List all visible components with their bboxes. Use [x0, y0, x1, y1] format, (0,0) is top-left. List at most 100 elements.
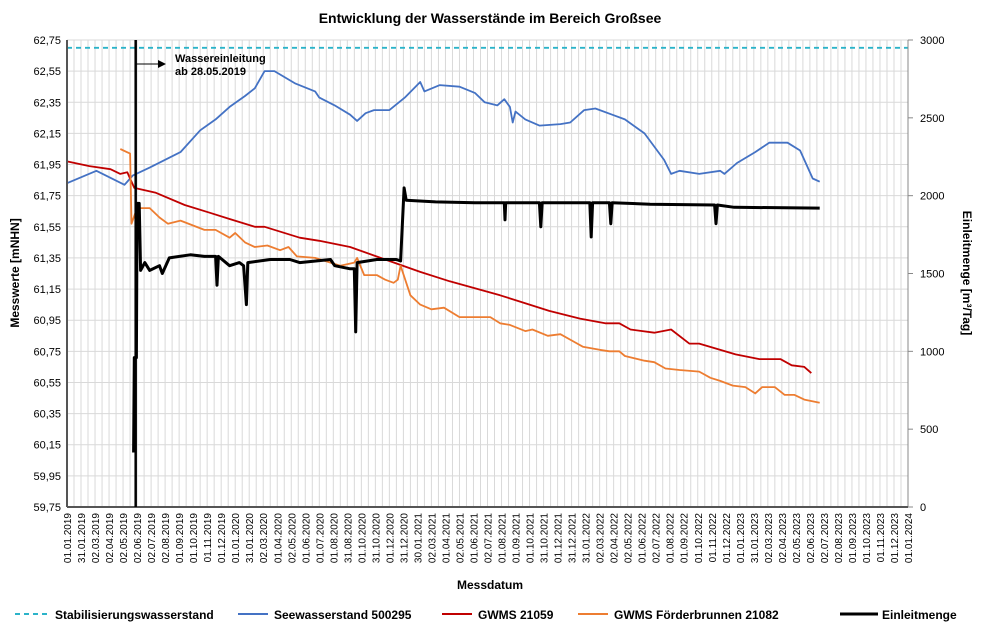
x-tick-label: 02.05.2020 [287, 513, 298, 563]
x-tick-label: 02.07.2021 [484, 513, 495, 563]
x-tick-label: 01.07.2020 [315, 513, 326, 563]
x-tick-label: 01.06.2021 [469, 513, 480, 563]
y-tick-label: 62,55 [33, 66, 61, 78]
x-tick-label: 02.04.2019 [105, 513, 116, 563]
x-tick-label: 02.06.2023 [806, 513, 817, 563]
x-tick-label: 02.04.2022 [610, 513, 621, 563]
x-tick-label: 01.12.2022 [722, 513, 733, 563]
series-layer [66, 46, 908, 453]
y2-tick-label: 3000 [920, 35, 944, 47]
x-tick-label: 01.09.2019 [175, 513, 186, 563]
x-tick-label: 02.07.2022 [652, 513, 663, 563]
y-tick-label: 62,15 [33, 128, 61, 140]
x-tick-label: 01.11.2019 [203, 513, 214, 563]
annotation-arrowhead [158, 60, 166, 68]
axes: 59,75 59,95 60,15 60,35 60,55 60,75 60,95 61,15… [33, 35, 944, 563]
series-line-4 [132, 186, 820, 453]
y2-axis-label: Einleitmenge [m³/Tag] [960, 211, 974, 335]
y-tick-label: 62,35 [33, 97, 61, 109]
legend-label-2: GWMS 21059 [478, 608, 554, 622]
x-tick-label: 02.05.2021 [455, 513, 466, 563]
y2-tick-label: 0 [920, 502, 926, 514]
x-tick-label: 01.12.2023 [890, 513, 901, 563]
x-tick-label: 01.10.2019 [189, 513, 200, 563]
x-axis-label: Messdatum [457, 578, 523, 592]
x-tick-label: 02.07.2019 [147, 513, 158, 563]
x-tick-label: 31.01.2023 [750, 513, 761, 563]
x-tick-label: 02.03.2022 [596, 513, 607, 563]
y-axis-label: Messwerte [mNHN] [8, 218, 22, 327]
x-tick-label: 31.10.2021 [540, 513, 551, 563]
legend-label-1: Seewasserstand 500295 [274, 608, 412, 622]
x-tick-label: 31.10.2020 [371, 513, 382, 563]
x-tick-label: 01.10.2021 [526, 513, 537, 563]
x-tick-label: 01.09.2022 [680, 513, 691, 563]
x-tick-label: 01.04.2021 [441, 513, 452, 563]
annotation: Wassereinleitung ab 28.05.2019 [134, 40, 266, 507]
y-tick-label: 61,15 [33, 284, 61, 296]
y2-tick-label: 2000 [920, 191, 944, 203]
y-tick-label: 61,95 [33, 160, 61, 172]
x-tick-label: 01.11.2022 [708, 513, 719, 563]
y-tick-label: 61,35 [33, 253, 61, 265]
x-tick-label: 31.01.2020 [245, 513, 256, 563]
series-line-2 [66, 160, 812, 374]
x-tick-label: 01.08.2022 [666, 513, 677, 563]
y2-tick-label: 1000 [920, 346, 944, 358]
y-tick-label: 59,95 [33, 471, 61, 483]
x-tick-label: 02.03.2020 [259, 513, 270, 563]
y-tick-label: 59,75 [33, 502, 61, 514]
legend-label-3: GWMS Förderbrunnen 21082 [614, 608, 779, 622]
x-tick-label: 01.10.2020 [357, 513, 368, 563]
x-tick-label: 01.04.2020 [273, 513, 284, 563]
series-line-1 [66, 70, 821, 186]
x-tick-label: 01.01.2020 [231, 513, 242, 563]
x-tick-label: 01.01.2023 [736, 513, 747, 563]
x-tick-label: 01.12.2020 [385, 513, 396, 563]
x-tick-label: 01.11.2023 [876, 513, 887, 563]
y-tick-label: 60,15 [33, 440, 61, 452]
x-tick-label: 01.06.2022 [638, 513, 649, 563]
x-tick-label: 01.08.2020 [329, 513, 340, 563]
y-tick-label: 61,75 [33, 191, 61, 203]
legend: Stabilisierungswasserstand Seewasserstand… [15, 608, 957, 622]
x-tick-label: 02.08.2023 [834, 513, 845, 563]
legend-label-0: Stabilisierungswasserstand [55, 608, 214, 622]
x-tick-label: 01.10.2023 [862, 513, 873, 563]
y-tick-label: 60,55 [33, 377, 61, 389]
y-tick-label: 60,95 [33, 315, 61, 327]
x-tick-label: 01.09.2021 [512, 513, 523, 563]
y-tick-label: 62,75 [33, 35, 61, 47]
y2-tick-label: 500 [920, 424, 938, 436]
x-tick-label: 31.12.2021 [568, 513, 579, 563]
x-tick-label: 30.01.2021 [413, 513, 424, 563]
x-tick-label: 02.06.2019 [133, 513, 144, 563]
x-tick-label: 31.01.2022 [582, 513, 593, 563]
y-tick-label: 60,35 [33, 409, 61, 421]
x-tick-label: 31.01.2019 [77, 513, 88, 563]
annotation-line-1: Wassereinleitung [175, 53, 266, 65]
grid [66, 39, 909, 508]
x-tick-label: 01.12.2021 [554, 513, 565, 563]
series-line-3 [119, 148, 820, 404]
x-tick-label: 01.10.2022 [694, 513, 705, 563]
y2-tick-label: 2500 [920, 113, 944, 125]
x-tick-label: 02.07.2023 [820, 513, 831, 563]
x-tick-label: 02.05.2023 [792, 513, 803, 563]
x-tick-label: 01.01.2019 [63, 513, 74, 563]
x-tick-label: 01.06.2020 [301, 513, 312, 563]
x-tick-label: 02.03.2023 [764, 513, 775, 563]
x-tick-label: 02.04.2023 [778, 513, 789, 563]
annotation-line-2: ab 28.05.2019 [175, 66, 246, 78]
x-tick-label: 01.09.2023 [848, 513, 859, 563]
y-tick-label: 60,75 [33, 346, 61, 358]
x-tick-label: 02.03.2021 [427, 513, 438, 563]
x-tick-label: 01.08.2021 [498, 513, 509, 563]
x-tick-label: 31.12.2020 [399, 513, 410, 563]
x-tick-label: 01.12.2019 [217, 513, 228, 563]
x-tick-label: 02.05.2022 [624, 513, 635, 563]
y-tick-label: 61,55 [33, 222, 61, 234]
x-tick-label: 31.08.2020 [343, 513, 354, 563]
x-tick-label: 02.03.2019 [91, 513, 102, 563]
